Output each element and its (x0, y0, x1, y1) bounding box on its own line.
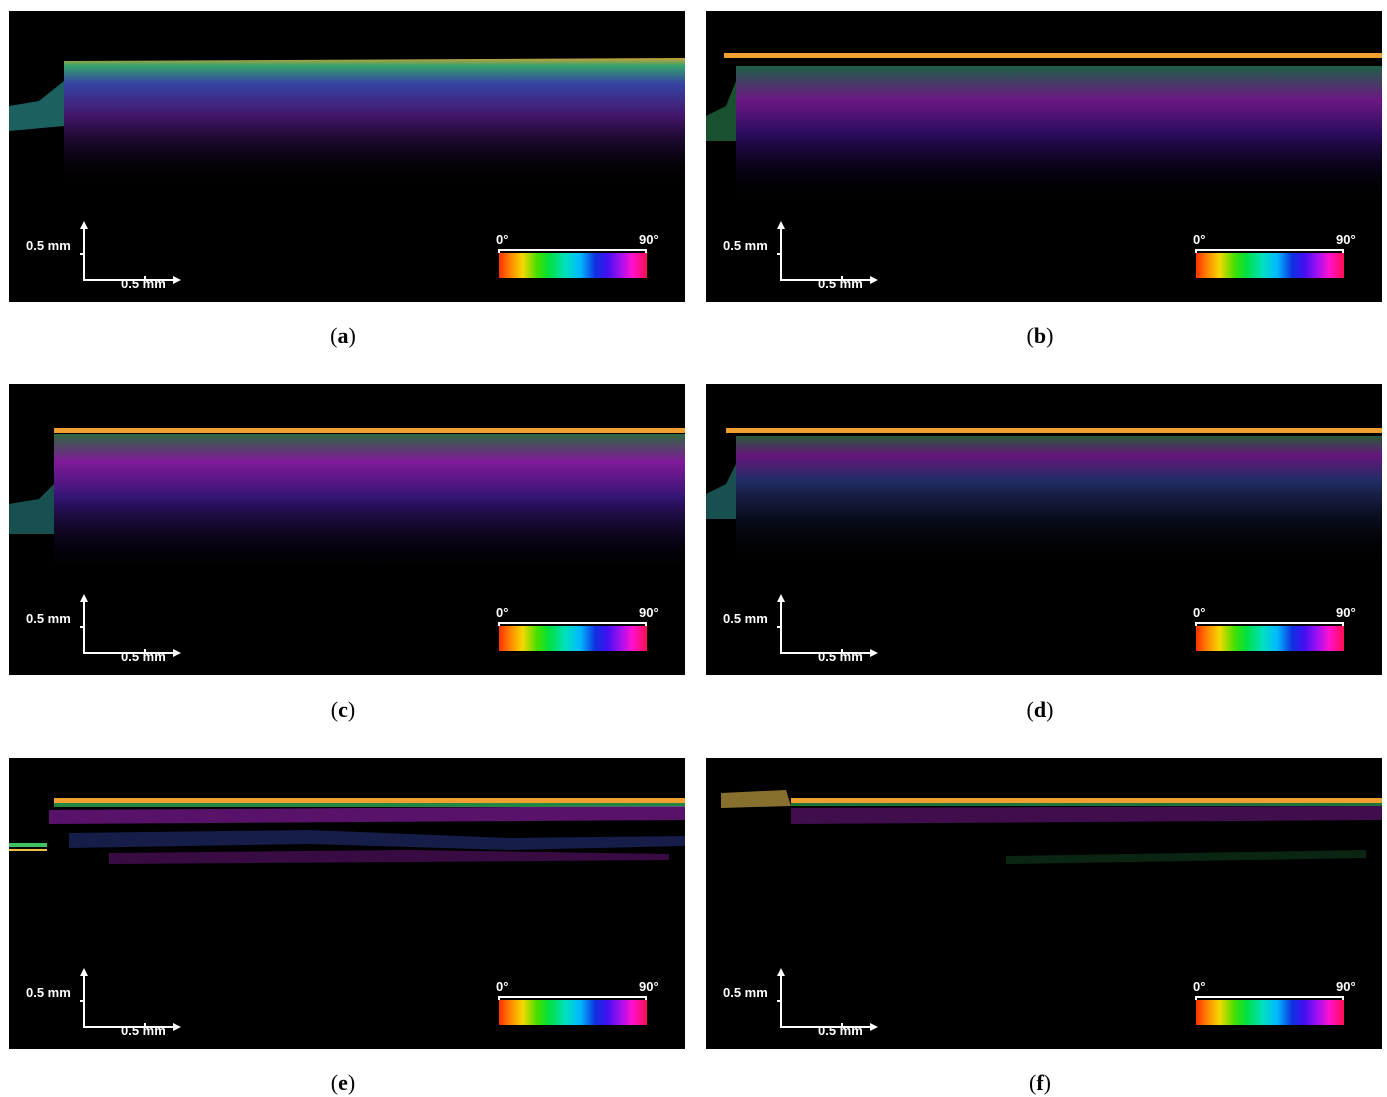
scale-bar-arrows (80, 968, 181, 1031)
scale-vertical-label: 0.5 mm (723, 238, 768, 253)
scale-horizontal-label: 0.5 mm (121, 1023, 166, 1038)
caption-a: (a) (330, 323, 356, 348)
scale-vertical-label: 0.5 mm (26, 611, 71, 626)
colorbar (499, 253, 647, 278)
scale-bar-arrows (80, 221, 181, 284)
scale-bar-arrows (777, 968, 878, 1031)
caption-f: (f) (1029, 1070, 1051, 1095)
colorbar-min-label: 0° (496, 605, 509, 620)
colorbar-max-label: 90° (1336, 605, 1356, 620)
scale-horizontal-label: 0.5 mm (818, 649, 863, 664)
colorbar-max-label: 90° (639, 979, 659, 994)
caption-d: (d) (1026, 697, 1054, 722)
tissue-image-e (9, 798, 685, 864)
colorbar-bracket (498, 622, 647, 626)
scale-bar-arrows (777, 594, 878, 657)
colorbar-min-label: 0° (1193, 979, 1206, 994)
scale-horizontal-label: 0.5 mm (121, 276, 166, 291)
colorbar-min-label: 0° (1193, 605, 1206, 620)
colorbar-min-label: 0° (496, 979, 509, 994)
colorbar-bracket (498, 249, 647, 253)
tissue-image-d (706, 428, 1382, 564)
panel-a: 0.5 mm 0.5 mm 0° 90° (9, 11, 685, 302)
colorbar-min-label: 0° (496, 232, 509, 247)
caption-c: (c) (330, 697, 356, 722)
colorbar (499, 1000, 647, 1025)
colorbar-min-label: 0° (1193, 232, 1206, 247)
colorbar (1196, 626, 1344, 651)
colorbar-bracket (1195, 249, 1344, 253)
scale-horizontal-label: 0.5 mm (818, 1023, 863, 1038)
panel-b: 0.5 mm 0.5 mm 0° 90° (706, 11, 1382, 302)
scale-horizontal-label: 0.5 mm (121, 649, 166, 664)
colorbar-max-label: 90° (639, 232, 659, 247)
colorbar-max-label: 90° (1336, 979, 1356, 994)
scale-vertical-label: 0.5 mm (26, 238, 71, 253)
colorbar-bracket (1195, 996, 1344, 1000)
tissue-image-b (706, 53, 1382, 201)
scale-vertical-label: 0.5 mm (723, 611, 768, 626)
colorbar-max-label: 90° (1336, 232, 1356, 247)
colorbar (499, 626, 647, 651)
colorbar (1196, 1000, 1344, 1025)
scale-vertical-label: 0.5 mm (723, 985, 768, 1000)
caption-b: (b) (1026, 323, 1054, 348)
scale-horizontal-label: 0.5 mm (818, 276, 863, 291)
scale-vertical-label: 0.5 mm (26, 985, 71, 1000)
panel-d: 0.5 mm 0.5 mm 0° 90° (706, 384, 1382, 675)
colorbar-bracket (498, 996, 647, 1000)
colorbar-max-label: 90° (639, 605, 659, 620)
tissue-image-a (9, 58, 685, 186)
colorbar (1196, 253, 1344, 278)
scale-bar-arrows (80, 594, 181, 657)
scale-bar-arrows (777, 221, 878, 284)
tissue-image-f (721, 790, 1382, 864)
panel-f: 0.5 mm 0.5 mm 0° 90° (706, 758, 1382, 1049)
colorbar-bracket (1195, 622, 1344, 626)
panel-e: 0.5 mm 0.5 mm 0° 90° (9, 758, 685, 1049)
panel-c: 0.5 mm 0.5 mm 0° 90° (9, 384, 685, 675)
caption-e: (e) (330, 1070, 356, 1095)
tissue-image-c (9, 428, 685, 574)
